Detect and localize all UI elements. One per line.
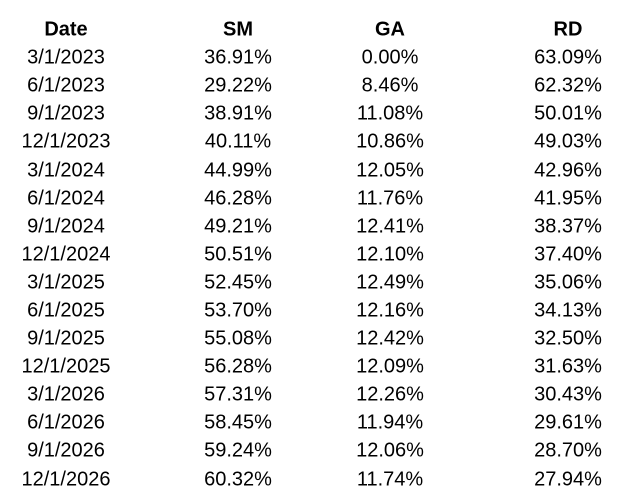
cell-date: 9/1/2025 <box>27 327 105 350</box>
cell-sm: 44.99% <box>204 159 272 182</box>
cell-date: 6/1/2024 <box>27 187 105 210</box>
table-row: 9/1/2024 49.21% 12.41% 38.37% <box>0 213 630 241</box>
cell-rd: 50.01% <box>534 102 602 125</box>
cell-ga: 11.94% <box>356 411 424 434</box>
cell-date: 12/1/2023 <box>21 130 111 153</box>
cell-date: 6/1/2026 <box>27 411 105 434</box>
cell-ga: 12.42% <box>356 327 424 350</box>
cell-rd: 49.03% <box>534 130 602 153</box>
cell-rd: 37.40% <box>534 243 602 266</box>
cell-ga: 12.06% <box>356 439 424 462</box>
cell-ga: 10.86% <box>356 130 424 153</box>
table-row: 6/1/2023 29.22% 8.46% 62.32% <box>0 72 630 100</box>
cell-date: 12/1/2024 <box>21 243 111 266</box>
table-row: 3/1/2024 44.99% 12.05% 42.96% <box>0 156 630 184</box>
cell-date: 9/1/2024 <box>27 215 105 238</box>
cell-ga: 11.08% <box>356 102 424 125</box>
cell-rd: 42.96% <box>534 159 602 182</box>
cell-sm: 50.51% <box>204 243 272 266</box>
column-header-rd: RD <box>553 18 583 41</box>
cell-sm: 46.28% <box>204 187 272 210</box>
cell-sm: 58.45% <box>204 411 272 434</box>
cell-sm: 49.21% <box>204 215 272 238</box>
table-row: 9/1/2023 38.91% 11.08% 50.01% <box>0 100 630 128</box>
cell-sm: 59.24% <box>204 439 272 462</box>
table-row: 6/1/2026 58.45% 11.94% 29.61% <box>0 409 630 437</box>
cell-ga: 12.49% <box>356 271 424 294</box>
table-row: 6/1/2024 46.28% 11.76% 41.95% <box>0 185 630 213</box>
cell-ga: 0.00% <box>361 46 419 69</box>
cell-date: 6/1/2023 <box>27 74 105 97</box>
column-header-sm: SM <box>223 18 253 41</box>
cell-rd: 27.94% <box>534 468 602 491</box>
cell-sm: 57.31% <box>204 383 272 406</box>
cell-rd: 29.61% <box>534 411 602 434</box>
column-header-ga: GA <box>375 18 405 41</box>
table-row: 12/1/2025 56.28% 12.09% 31.63% <box>0 353 630 381</box>
cell-rd: 41.95% <box>534 187 602 210</box>
cell-sm: 56.28% <box>204 355 272 378</box>
cell-sm: 38.91% <box>204 102 272 125</box>
cell-ga: 11.74% <box>356 468 424 491</box>
cell-ga: 12.26% <box>356 383 424 406</box>
cell-date: 6/1/2025 <box>27 299 105 322</box>
cell-date: 3/1/2026 <box>27 383 105 406</box>
cell-rd: 32.50% <box>534 327 602 350</box>
cell-sm: 55.08% <box>204 327 272 350</box>
table-row: 3/1/2025 52.45% 12.49% 35.06% <box>0 269 630 297</box>
table-row: 9/1/2026 59.24% 12.06% 28.70% <box>0 437 630 465</box>
cell-ga: 8.46% <box>361 74 419 97</box>
table-row: 12/1/2023 40.11% 10.86% 49.03% <box>0 128 630 156</box>
cell-rd: 31.63% <box>534 355 602 378</box>
cell-ga: 12.16% <box>356 299 424 322</box>
cell-rd: 35.06% <box>534 271 602 294</box>
cell-ga: 12.10% <box>356 243 424 266</box>
cell-rd: 38.37% <box>534 215 602 238</box>
cell-date: 12/1/2026 <box>21 468 111 491</box>
cell-date: 3/1/2023 <box>27 46 105 69</box>
cell-date: 9/1/2026 <box>27 439 105 462</box>
table-row: 12/1/2024 50.51% 12.10% 37.40% <box>0 241 630 269</box>
table-row: 3/1/2023 36.91% 0.00% 63.09% <box>0 44 630 72</box>
cell-date: 9/1/2023 <box>27 102 105 125</box>
table-header-row: Date SM GA RD <box>0 16 630 44</box>
cell-sm: 53.70% <box>204 299 272 322</box>
cell-ga: 12.05% <box>356 159 424 182</box>
table-body: 3/1/2023 36.91% 0.00% 63.09% 6/1/2023 29… <box>0 44 630 494</box>
table-row: 6/1/2025 53.70% 12.16% 34.13% <box>0 297 630 325</box>
table-row: 9/1/2025 55.08% 12.42% 32.50% <box>0 325 630 353</box>
cell-sm: 36.91% <box>204 46 272 69</box>
cell-rd: 62.32% <box>534 74 602 97</box>
cell-sm: 60.32% <box>204 468 272 491</box>
cell-ga: 12.09% <box>356 355 424 378</box>
cell-rd: 28.70% <box>534 439 602 462</box>
table-row: 3/1/2026 57.31% 12.26% 30.43% <box>0 381 630 409</box>
data-table: Date SM GA RD 3/1/2023 36.91% 0.00% 63.0… <box>0 16 630 494</box>
cell-rd: 63.09% <box>534 46 602 69</box>
cell-rd: 34.13% <box>534 299 602 322</box>
cell-sm: 29.22% <box>204 74 272 97</box>
cell-date: 3/1/2025 <box>27 271 105 294</box>
cell-sm: 40.11% <box>204 130 272 153</box>
cell-sm: 52.45% <box>204 271 272 294</box>
cell-ga: 12.41% <box>356 215 424 238</box>
cell-rd: 30.43% <box>534 383 602 406</box>
cell-date: 12/1/2025 <box>21 355 111 378</box>
cell-date: 3/1/2024 <box>27 159 105 182</box>
cell-ga: 11.76% <box>356 187 424 210</box>
column-header-date: Date <box>44 18 88 41</box>
table-row: 12/1/2026 60.32% 11.74% 27.94% <box>0 466 630 494</box>
